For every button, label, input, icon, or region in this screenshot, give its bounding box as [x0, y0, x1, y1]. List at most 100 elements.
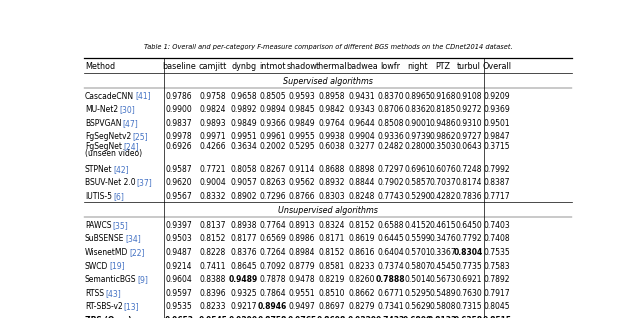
Text: (unseen video): (unseen video)	[85, 149, 142, 158]
Text: 0.9727: 0.9727	[455, 132, 482, 142]
Text: 0.9786: 0.9786	[166, 92, 193, 100]
Text: 0.6961: 0.6961	[404, 165, 431, 174]
Text: 0.9431: 0.9431	[348, 92, 375, 100]
Text: 0.5295: 0.5295	[289, 142, 315, 151]
Text: SuBSENSE: SuBSENSE	[85, 234, 124, 243]
Text: 0.7037: 0.7037	[429, 178, 456, 188]
Text: 0.6921: 0.6921	[456, 275, 482, 284]
Text: 0.7888: 0.7888	[376, 275, 405, 284]
Text: IUTIS-5: IUTIS-5	[85, 192, 112, 201]
Text: 0.3503: 0.3503	[429, 142, 456, 151]
Text: 0.9501: 0.9501	[483, 119, 510, 128]
Text: 0.8233: 0.8233	[348, 261, 375, 271]
Text: 0.9343: 0.9343	[348, 105, 375, 114]
Text: 0.9824: 0.9824	[200, 105, 226, 114]
Text: 0.8177: 0.8177	[230, 234, 257, 243]
Text: 0.6588: 0.6588	[377, 221, 404, 230]
Text: BSUV-Net 2.0: BSUV-Net 2.0	[85, 178, 136, 188]
Text: 0.9057: 0.9057	[230, 178, 257, 188]
Text: 0.9168: 0.9168	[429, 92, 456, 100]
Text: [47]: [47]	[122, 119, 138, 128]
Text: 0.8932: 0.8932	[318, 178, 345, 188]
Text: 0.4545: 0.4545	[429, 261, 456, 271]
Text: 0.6404: 0.6404	[377, 248, 404, 257]
Text: [9]: [9]	[138, 275, 148, 284]
Text: 0.9567: 0.9567	[166, 192, 193, 201]
Text: 0.7341: 0.7341	[377, 302, 404, 311]
Text: 0.5295: 0.5295	[404, 289, 431, 298]
Text: 0.8388: 0.8388	[200, 275, 226, 284]
Text: 0.8508: 0.8508	[377, 119, 404, 128]
Text: 0.9604: 0.9604	[166, 275, 193, 284]
Text: Unsupervised algorithms: Unsupervised algorithms	[278, 206, 378, 215]
Text: 0.5673: 0.5673	[429, 275, 456, 284]
Text: MU-Net2: MU-Net2	[85, 105, 118, 114]
Text: 0.9001: 0.9001	[404, 119, 431, 128]
Text: 0.9497: 0.9497	[289, 302, 315, 311]
Text: 0.8137: 0.8137	[200, 221, 226, 230]
Text: 0.8965: 0.8965	[404, 92, 431, 100]
Text: 0.5629: 0.5629	[404, 302, 431, 311]
Text: [37]: [37]	[136, 178, 152, 188]
Text: [43]: [43]	[105, 289, 121, 298]
Text: 0.8898: 0.8898	[349, 165, 375, 174]
Text: 0.7721: 0.7721	[200, 165, 226, 174]
Text: 0.2002: 0.2002	[259, 142, 285, 151]
Text: 0.7296: 0.7296	[259, 192, 286, 201]
Text: 0.8303: 0.8303	[318, 192, 345, 201]
Text: 0.9904: 0.9904	[348, 132, 375, 142]
Text: 0.8370: 0.8370	[377, 92, 404, 100]
Text: Supervised algorithms: Supervised algorithms	[283, 77, 373, 86]
Text: 0.8779: 0.8779	[289, 261, 315, 271]
Text: 0.5489: 0.5489	[429, 289, 456, 298]
Text: 0.8515: 0.8515	[482, 316, 511, 318]
Text: 0.9765: 0.9765	[287, 316, 316, 318]
Text: 0.9849: 0.9849	[289, 119, 315, 128]
Text: 0.9545: 0.9545	[198, 316, 227, 318]
Text: 0.8376: 0.8376	[230, 248, 257, 257]
Text: 0.8152: 0.8152	[318, 248, 345, 257]
Text: 0.8233: 0.8233	[200, 302, 226, 311]
Text: 0.2482: 0.2482	[378, 142, 404, 151]
Text: 0.9658: 0.9658	[230, 92, 257, 100]
Text: 0.7992: 0.7992	[483, 165, 510, 174]
Text: 0.8766: 0.8766	[289, 192, 315, 201]
Text: 0.3277: 0.3277	[348, 142, 375, 151]
Text: [25]: [25]	[132, 132, 148, 142]
Text: 0.5290: 0.5290	[404, 192, 431, 201]
Text: 0.7917: 0.7917	[483, 289, 510, 298]
Text: 0.9597: 0.9597	[166, 289, 193, 298]
Text: 0.9214: 0.9214	[166, 261, 193, 271]
Text: 0.8510: 0.8510	[318, 289, 345, 298]
Text: 0.8219: 0.8219	[318, 275, 345, 284]
Text: 0.8174: 0.8174	[456, 178, 482, 188]
Text: 0.3715: 0.3715	[483, 142, 510, 151]
Text: 0.8844: 0.8844	[348, 178, 375, 188]
Text: 0.6038: 0.6038	[318, 142, 345, 151]
Text: 0.6771: 0.6771	[377, 289, 404, 298]
Text: 0.7764: 0.7764	[259, 221, 286, 230]
Text: FgSegNet: FgSegNet	[85, 142, 122, 151]
Text: 0.8688: 0.8688	[318, 165, 345, 174]
Text: 0.8133: 0.8133	[428, 316, 457, 318]
Text: 0.9310: 0.9310	[455, 119, 482, 128]
Text: 0.9938: 0.9938	[318, 132, 345, 142]
Text: [22]: [22]	[129, 248, 145, 257]
Text: 0.7743: 0.7743	[377, 192, 404, 201]
Text: baseline: baseline	[163, 62, 196, 71]
Text: Method: Method	[85, 62, 115, 71]
Text: 0.8698: 0.8698	[317, 316, 346, 318]
Text: 0.9593: 0.9593	[289, 92, 315, 100]
Text: 0.9290: 0.9290	[229, 316, 259, 318]
Text: 0.4282: 0.4282	[429, 192, 456, 201]
Text: 0.7411: 0.7411	[200, 261, 226, 271]
Text: 0.9847: 0.9847	[483, 132, 510, 142]
Text: [42]: [42]	[113, 165, 129, 174]
Text: 0.7630: 0.7630	[455, 289, 482, 298]
Text: 0.8946: 0.8946	[258, 302, 287, 311]
Text: 0.6358: 0.6358	[454, 316, 483, 318]
Text: [19]: [19]	[109, 261, 125, 271]
Text: 0.9845: 0.9845	[289, 105, 315, 114]
Text: 0.5014: 0.5014	[404, 275, 431, 284]
Text: 0.7836: 0.7836	[455, 192, 482, 201]
